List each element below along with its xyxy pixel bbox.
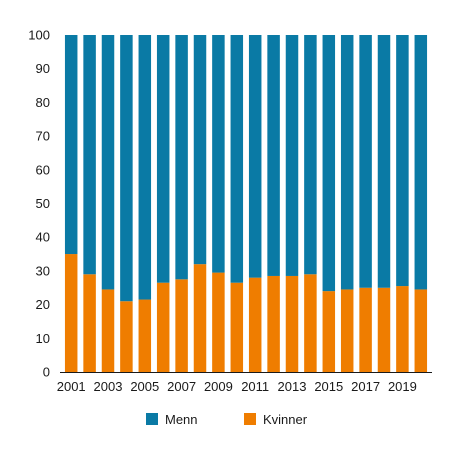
legend-item-menn: Menn xyxy=(146,412,198,427)
bar-menn-2009 xyxy=(212,35,225,273)
bar-menn-2001 xyxy=(64,35,78,255)
bar-menn-2019 xyxy=(396,35,409,287)
bar-kvinner-2013 xyxy=(285,275,299,372)
bar-kvinner-2007 xyxy=(175,279,188,372)
x-tick-label: 2003 xyxy=(94,379,123,394)
bar-kvinner-2006 xyxy=(156,282,170,372)
y-tick-label: 30 xyxy=(36,263,50,278)
bar-kvinner-2014 xyxy=(304,274,317,372)
bar-kvinner-2004 xyxy=(120,301,133,372)
bar-kvinner-2017 xyxy=(359,287,372,372)
bar-menn-2020 xyxy=(414,35,428,290)
bar-kvinner-2010 xyxy=(230,282,244,372)
bar-kvinner-2020 xyxy=(414,289,428,372)
bar-menn-2005 xyxy=(138,35,152,300)
bar-kvinner-2012 xyxy=(267,275,280,372)
legend-label: Menn xyxy=(165,412,198,427)
bar-kvinner-2015 xyxy=(322,291,336,372)
x-tick-label: 2015 xyxy=(314,379,343,394)
x-tick-label: 2001 xyxy=(57,379,86,394)
bar-menn-2007 xyxy=(175,35,188,280)
bar-kvinner-2016 xyxy=(340,289,354,372)
y-tick-label: 50 xyxy=(36,196,50,211)
x-axis: 2001 2003 2005 2007 2009 2011 2013 2015 2017 2019 xyxy=(57,379,417,394)
bar-kvinner-2005 xyxy=(138,299,152,372)
y-tick-label: 80 xyxy=(36,95,50,110)
bar-kvinner-2019 xyxy=(396,286,409,372)
y-tick-label: 10 xyxy=(36,331,50,346)
y-tick-label: 100 xyxy=(28,28,50,43)
bar-menn-2014 xyxy=(304,35,317,275)
bar-kvinner-2002 xyxy=(83,274,96,372)
bar-menn-2018 xyxy=(377,35,391,288)
bar-menn-2006 xyxy=(156,35,170,283)
bar-menn-2013 xyxy=(285,35,299,276)
bar-kvinner-2003 xyxy=(101,289,115,372)
legend-item-kvinner: Kvinner xyxy=(244,412,308,427)
bar-kvinner-2009 xyxy=(212,272,225,372)
x-tick-label: 2019 xyxy=(388,379,417,394)
legend-swatch xyxy=(146,413,158,425)
bar-menn-2003 xyxy=(101,35,115,290)
x-tick-label: 2011 xyxy=(241,379,269,394)
x-tick-label: 2007 xyxy=(167,379,196,394)
y-tick-label: 20 xyxy=(36,297,50,312)
bar-menn-2015 xyxy=(322,35,336,292)
x-tick-label: 2017 xyxy=(351,379,380,394)
y-tick-label: 70 xyxy=(36,129,50,144)
bar-menn-2002 xyxy=(83,35,96,275)
legend-swatch xyxy=(244,413,256,425)
legend-label: Kvinner xyxy=(263,412,308,427)
x-tick-label: 2013 xyxy=(278,379,307,394)
bar-menn-2017 xyxy=(359,35,372,288)
bars-layer xyxy=(64,35,428,372)
bar-menn-2011 xyxy=(248,35,262,278)
bar-menn-2010 xyxy=(230,35,244,283)
x-tick-label: 2005 xyxy=(130,379,159,394)
y-axis: 0 10 20 30 40 50 60 70 80 90 100 xyxy=(28,28,50,380)
y-tick-label: 40 xyxy=(36,230,50,245)
bar-kvinner-2011 xyxy=(248,277,262,372)
y-tick-label: 60 xyxy=(36,162,50,177)
bar-kvinner-2001 xyxy=(64,254,78,372)
bar-menn-2012 xyxy=(267,35,280,276)
bar-menn-2004 xyxy=(120,35,133,302)
bar-kvinner-2018 xyxy=(377,287,391,372)
bar-menn-2008 xyxy=(193,35,207,265)
bar-kvinner-2008 xyxy=(193,264,207,372)
legend: Menn Kvinner xyxy=(146,412,308,427)
y-tick-label: 90 xyxy=(36,61,50,76)
x-tick-label: 2009 xyxy=(204,379,233,394)
bar-menn-2016 xyxy=(340,35,354,290)
y-tick-label: 0 xyxy=(43,365,50,380)
